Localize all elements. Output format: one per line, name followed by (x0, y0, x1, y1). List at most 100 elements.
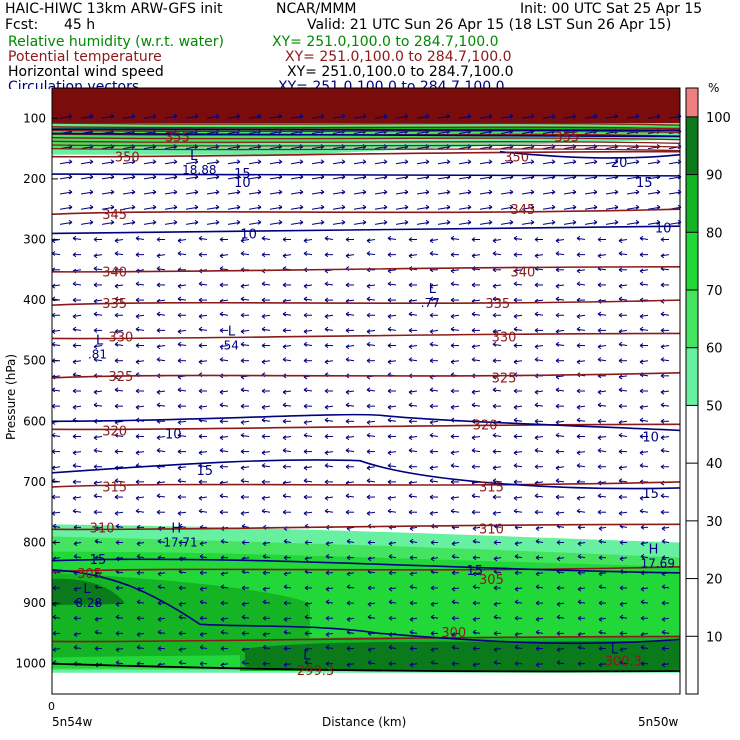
vector-head (325, 541, 330, 547)
vector-head (262, 570, 267, 576)
vector-shaft (513, 510, 523, 513)
vector-head (656, 204, 661, 210)
theta-contour-320 (51, 423, 681, 431)
vector-shaft (597, 435, 607, 439)
vector-head (493, 647, 498, 653)
vector-shaft (51, 375, 61, 378)
vector-shaft (93, 254, 103, 257)
vector-head (324, 326, 329, 332)
vector-shaft (240, 284, 250, 287)
vector-shaft (500, 115, 514, 119)
wind-label: 15 (234, 167, 251, 182)
vector-head (425, 204, 430, 210)
vector-head (261, 297, 266, 303)
vector-head (135, 404, 140, 410)
vector-shaft (198, 328, 208, 331)
vector-head (324, 281, 329, 287)
vector-shaft (576, 451, 586, 454)
vector-head (387, 479, 392, 485)
vector-head (261, 417, 266, 423)
vector-head (471, 402, 476, 408)
vector-shaft (458, 221, 472, 225)
vector-head (236, 113, 241, 119)
vector-head (261, 508, 266, 514)
vector-head (73, 599, 78, 605)
vector-shaft (618, 466, 628, 469)
vector-head (555, 494, 560, 500)
vector-head (220, 646, 225, 651)
vector-head (345, 253, 350, 259)
theta-label: 330 (109, 330, 134, 345)
vector-shaft (458, 146, 472, 150)
vector-head (283, 662, 288, 668)
vector-head (488, 189, 493, 195)
vector-head (614, 113, 619, 119)
vector-shaft (72, 237, 82, 240)
vector-head (194, 113, 199, 119)
vector-head (555, 296, 560, 302)
vector-shaft (542, 161, 556, 165)
vector-head (450, 479, 455, 485)
vector-head (551, 219, 556, 225)
vector-shaft (458, 161, 472, 165)
vector-shaft (185, 146, 199, 150)
vector-head (345, 327, 350, 333)
vector-shaft (290, 206, 304, 210)
vector-head (240, 478, 245, 484)
vector-head (408, 327, 413, 333)
vector-head (114, 283, 119, 289)
vector-shaft (366, 284, 376, 287)
vector-head (471, 493, 476, 499)
wind-contour-1 (51, 132, 681, 138)
vector-head (241, 630, 246, 636)
vector-shaft (311, 176, 325, 180)
vector-head (450, 268, 455, 274)
vector-shaft (563, 206, 577, 210)
vector-head (598, 629, 603, 635)
vector-shaft (198, 237, 208, 240)
vector-head (303, 387, 308, 393)
vector-head (131, 113, 136, 119)
vector-shaft (282, 359, 292, 362)
wind-label: 15 (642, 487, 659, 502)
vector-head (472, 555, 477, 561)
vector-head (530, 189, 535, 195)
vector-shaft (408, 435, 418, 439)
vector-head (194, 219, 199, 225)
vector-shaft (534, 268, 544, 271)
vector-head (660, 464, 665, 470)
vector-shaft (206, 161, 220, 165)
vector-head (618, 374, 623, 380)
vector-head (157, 617, 162, 622)
wind-contours (51, 128, 681, 673)
vector-head (282, 327, 287, 333)
vector-head (262, 632, 267, 638)
vector-head (220, 662, 225, 668)
vector-head (199, 632, 204, 638)
vector-shaft (605, 176, 619, 180)
vector-shaft (206, 146, 220, 150)
vector-head (220, 600, 225, 606)
vector-head (597, 311, 602, 317)
theta-label: 300.3 (605, 655, 642, 670)
vector-head (177, 510, 182, 516)
theta-upper-contour (51, 147, 681, 152)
vector-shaft (366, 298, 376, 301)
vector-shaft (647, 115, 661, 119)
vector-shaft (143, 115, 157, 119)
vector-head (471, 282, 476, 288)
vector-head (640, 661, 645, 667)
vector-head (136, 632, 141, 638)
vector-head (93, 327, 98, 333)
theta-label: 300 (441, 626, 466, 641)
vector-head (450, 495, 455, 501)
vector-head (619, 614, 624, 620)
vector-head (597, 357, 602, 362)
vector-head (156, 389, 161, 395)
extremum-value: .77 (421, 296, 440, 310)
vector-shaft (618, 252, 628, 256)
theta-contour-330 (51, 332, 681, 340)
vector-head (513, 281, 518, 287)
vector-head (451, 541, 456, 547)
x-start-tick: 0 (48, 700, 55, 713)
